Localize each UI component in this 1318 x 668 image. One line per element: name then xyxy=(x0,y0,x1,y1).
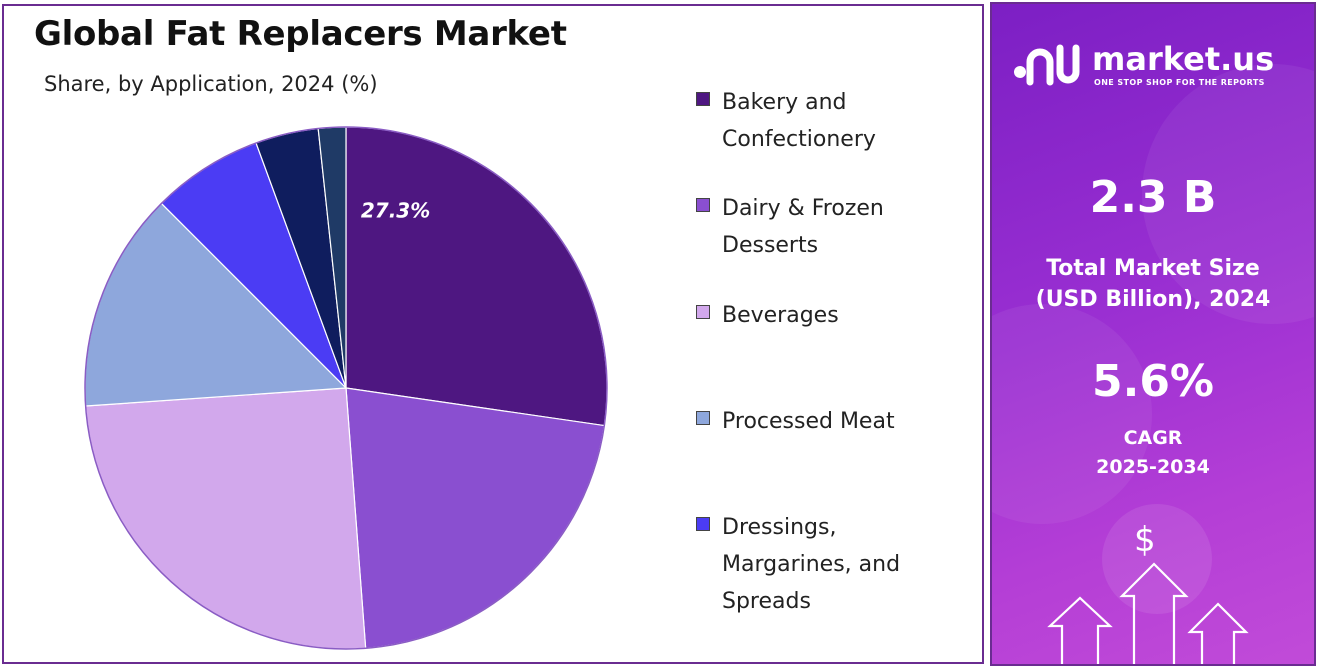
upward-arrows-icon xyxy=(1047,562,1249,664)
pie-slice-1 xyxy=(345,387,605,649)
legend-label: Dressings, Margarines, and Spreads xyxy=(722,515,901,614)
cagr-label: CAGR 2025-2034 xyxy=(1096,427,1210,478)
brand: market.us ONE STOP SHOP FOR THE REPORTS xyxy=(1012,40,1312,90)
market-size-label: Total Market Size (USD Billion), 2024 xyxy=(1035,256,1271,312)
legend-label: Processed Meat xyxy=(722,409,895,434)
market-size-value: 2.3 B xyxy=(1089,172,1217,223)
brand-name: market.us xyxy=(1092,40,1275,78)
decor-circle xyxy=(1102,504,1212,614)
legend-swatch xyxy=(696,198,710,212)
brand-tagline: ONE STOP SHOP FOR THE REPORTS xyxy=(1094,78,1265,87)
legend-label: Beverages xyxy=(722,303,839,328)
dollar-icon: $ xyxy=(1134,520,1156,560)
legend-label: Bakery and Confectionery xyxy=(722,90,876,152)
legend-label: Dairy & Frozen Desserts xyxy=(722,196,884,258)
market-us-logo-icon xyxy=(1014,44,1080,86)
pie-slice-label: 27.3% xyxy=(361,199,430,223)
legend-swatch xyxy=(696,92,710,106)
decor-circle xyxy=(992,304,1152,524)
pie-chart: 27.3% xyxy=(84,126,608,650)
chart-subtitle: Share, by Application, 2024 (%) xyxy=(44,72,378,96)
summary-panel: market.us ONE STOP SHOP FOR THE REPORTS … xyxy=(990,2,1316,666)
pie-slice-0 xyxy=(345,126,608,427)
pie-outline xyxy=(84,126,608,650)
chart-title: Global Fat Replacers Market xyxy=(34,14,567,54)
legend-swatch xyxy=(696,517,710,531)
cagr-value: 5.6% xyxy=(1091,356,1215,407)
pie-slice-2 xyxy=(84,387,367,650)
legend-swatch xyxy=(696,305,710,319)
legend-swatch xyxy=(696,411,710,425)
